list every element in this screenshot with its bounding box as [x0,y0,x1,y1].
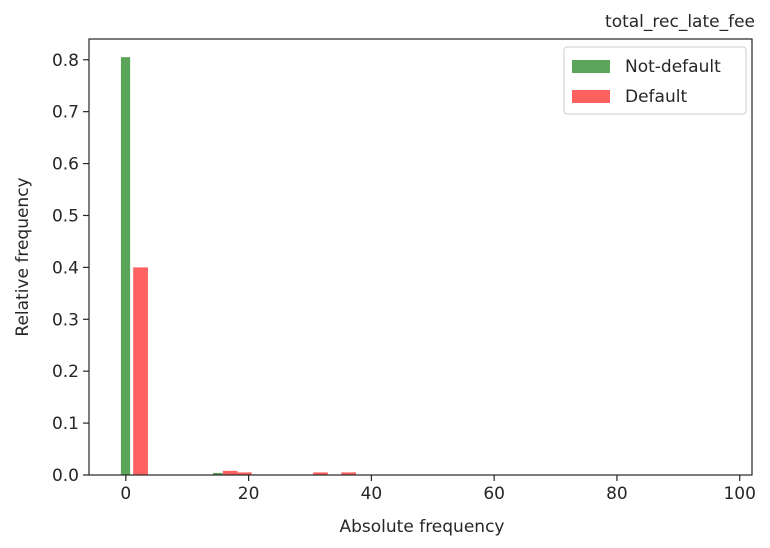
bar-default-4 [341,472,357,475]
legend: Not-default Default [563,46,747,115]
x-tick-label: 100 [723,484,755,504]
x-tick-label: 60 [483,484,505,504]
bar-default-3 [313,472,328,475]
bar-not-default-0 [120,57,131,476]
legend-label: Not-default [625,57,721,77]
y-tick-label: 0.0 [52,466,79,486]
x-tick-label: 80 [606,484,628,504]
y-tick-label: 0.3 [52,310,79,330]
legend-label: Default [625,87,687,107]
y-axis-label: Relative frequency [13,177,33,336]
plot-area [120,57,357,476]
legend-swatch [572,60,610,73]
x-tick-label: 0 [120,484,131,504]
x-axis: 0 20 40 60 80 100 [120,475,756,504]
y-axis: 0.0 0.1 0.2 0.3 0.4 0.5 0.6 0.7 0.8 [52,51,89,486]
bar-not-default-1 [213,472,223,475]
bar-default-1 [222,470,238,475]
bar-default-0 [133,267,148,475]
chart-title: total_rec_late_fee [605,12,755,32]
y-tick-label: 0.4 [52,258,79,278]
y-tick-label: 0.7 [52,103,79,123]
x-tick-label: 40 [361,484,383,504]
legend-swatch [572,90,610,103]
y-tick-label: 0.1 [52,414,79,434]
y-tick-label: 0.6 [52,155,79,175]
y-tick-label: 0.2 [52,362,79,382]
bar-default-2 [236,472,252,475]
y-tick-label: 0.5 [52,206,79,226]
x-tick-label: 20 [238,484,260,504]
x-axis-label: Absolute frequency [340,517,505,537]
y-tick-label: 0.8 [52,51,79,71]
plot-frame [88,38,753,476]
